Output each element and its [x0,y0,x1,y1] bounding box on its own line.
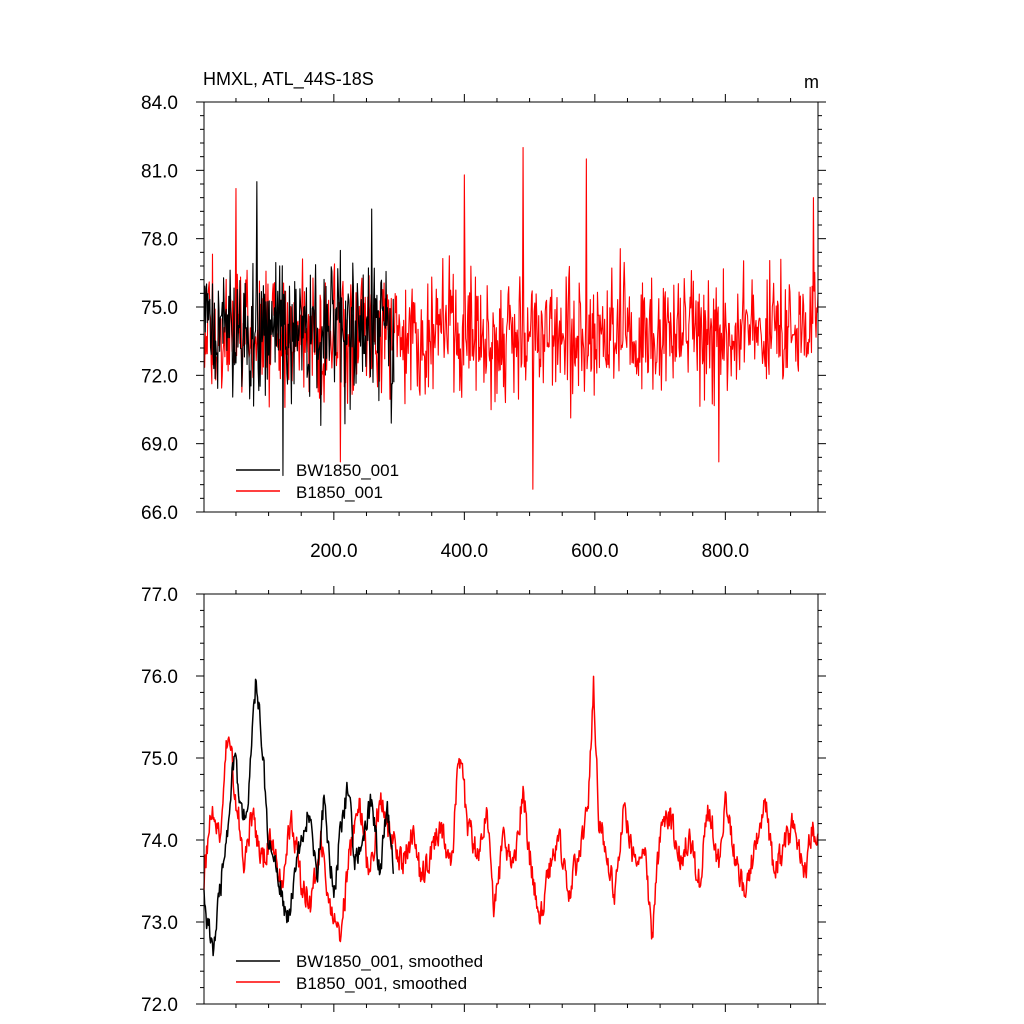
y-tick-label: 72.0 [141,366,178,387]
bottom-panel: 72.0 73.0 74.0 75.0 76.0 77.0 BW1850_001, smo… [141,585,826,1016]
legend-label-bw1850: BW1850_001 [296,461,399,480]
top-legend: BW1850_001 B1850_001 [236,461,399,502]
y-tick-label: 77.0 [141,585,178,606]
y-tick-label: 81.0 [141,161,178,182]
top-x-axis: 200.0 400.0 600.0 800.0 [235,94,792,562]
y-tick-label: 69.0 [141,435,178,456]
y-tick-label: 72.0 [141,995,178,1016]
x-tick-label: 800.0 [702,541,750,562]
x-tick-label: 200.0 [310,541,358,562]
top-series-line-bw1850 [203,181,395,477]
legend-label-bw1850-smoothed: BW1850_001, smoothed [296,952,483,971]
bottom-x-axis [235,586,792,1012]
x-tick-label: 600.0 [571,541,619,562]
y-tick-label: 75.0 [141,749,178,770]
bottom-plot-frame [203,593,819,1005]
bottom-legend: BW1850_001, smoothed B1850_001, smoothed [236,952,483,993]
y-tick-label: 75.0 [141,298,178,319]
top-series-group [203,147,819,490]
top-y-axis: 66.0 69.0 72.0 75.0 78.0 81.0 84.0 [141,93,826,524]
legend-label-b1850: B1850_001 [296,483,383,502]
bottom-series-line-b1850 [203,675,819,943]
y-tick-label: 66.0 [141,503,178,524]
top-plot-frame [203,101,819,513]
legend-label-b1850-smoothed: B1850_001, smoothed [296,974,467,993]
y-tick-label: 76.0 [141,667,178,688]
units-label: m [804,72,819,92]
bottom-y-axis: 72.0 73.0 74.0 75.0 76.0 77.0 [141,585,826,1016]
y-tick-label: 84.0 [141,93,178,114]
y-tick-label: 78.0 [141,230,178,251]
y-tick-label: 74.0 [141,831,178,852]
bottom-series-line-bw1850 [203,678,395,957]
top-panel: HMXL, ATL_44S-18S m 66.0 69.0 72.0 75.0 78.0… [141,69,826,562]
bottom-series-group [203,675,819,957]
chart-title: HMXL, ATL_44S-18S [203,69,374,90]
x-tick-label: 400.0 [441,541,489,562]
y-tick-label: 73.0 [141,913,178,934]
